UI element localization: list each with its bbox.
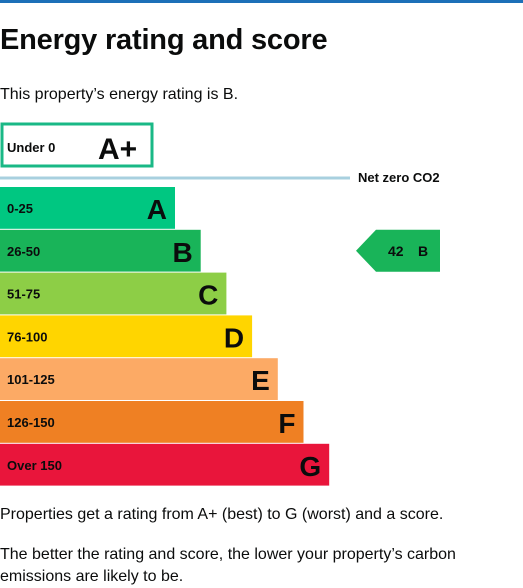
band-a-bar xyxy=(0,187,175,229)
band-b-letter: B xyxy=(172,237,192,268)
band-e-letter: E xyxy=(251,365,270,396)
band-g-range: Over 150 xyxy=(7,458,62,473)
rating-emissions-note: The better the rating and score, the low… xyxy=(0,546,456,585)
current-rating-letter: B xyxy=(418,243,428,259)
band-e-range: 101-125 xyxy=(7,372,55,387)
band-g-letter: G xyxy=(299,451,321,482)
current-rating-score: 42 xyxy=(388,243,404,259)
rating-explanation: Properties get a rating from A+ (best) t… xyxy=(0,506,444,523)
band-c-range: 51-75 xyxy=(7,287,40,302)
top-rule xyxy=(0,0,523,3)
current-rating-arrow xyxy=(356,229,440,272)
band-a-letter: A xyxy=(147,194,167,225)
band-aplus-range: Under 0 xyxy=(7,140,55,155)
net-zero-label: Net zero CO2 xyxy=(358,170,440,185)
band-a-range: 0-25 xyxy=(7,201,33,216)
band-g-bar xyxy=(0,443,330,486)
band-aplus-letter: A+ xyxy=(98,133,137,166)
band-c-bar xyxy=(0,272,227,315)
band-f-range: 126-150 xyxy=(7,415,55,430)
band-f-bar xyxy=(0,401,304,443)
band-f-letter: F xyxy=(278,408,295,439)
band-c-letter: C xyxy=(198,280,218,311)
band-d-letter: D xyxy=(224,322,244,353)
band-aplus-box xyxy=(0,122,154,168)
band-e-bar xyxy=(0,358,278,400)
band-d-range: 76-100 xyxy=(7,329,47,344)
band-b-bar xyxy=(0,229,201,272)
energy-rating-chart: Under 0 A+ Net zero CO2 0-25 A 26-50 B 51-75 C 76… xyxy=(0,122,440,486)
band-d-bar xyxy=(0,315,253,358)
page-title: Energy rating and score xyxy=(0,24,328,56)
band-b-range: 26-50 xyxy=(7,244,40,259)
energy-rating-summary: This property’s energy rating is B. xyxy=(0,86,239,103)
